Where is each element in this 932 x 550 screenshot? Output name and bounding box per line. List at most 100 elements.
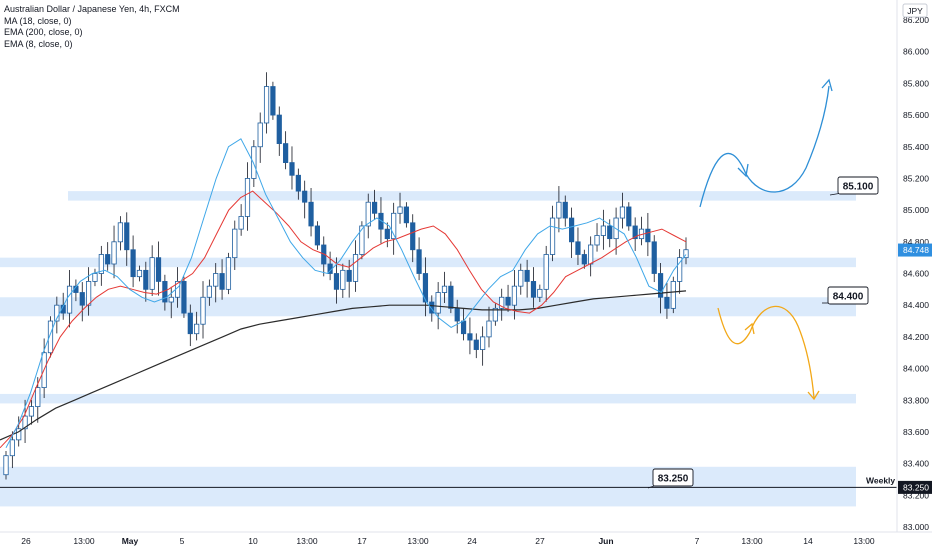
price-tick-label: 85.400 (903, 142, 929, 152)
candle-body (454, 307, 460, 322)
time-axis[interactable]: 26 13:00 May 5 10 13:00 17 13:00 24 27 Jun 7 13:00 14… (21, 536, 875, 546)
candle-body (35, 387, 41, 407)
candle-body (429, 301, 435, 314)
weekly-price-label: 83.250 (898, 480, 932, 494)
candle-body (289, 162, 295, 176)
candle-body (213, 273, 219, 287)
candle-body (3, 455, 9, 476)
callout-box (837, 176, 879, 195)
candle-body (562, 201, 568, 219)
callout-box (827, 286, 869, 305)
candle-body (492, 307, 498, 322)
candle-body (569, 217, 575, 243)
candle-body (480, 336, 486, 350)
candle-body (645, 228, 651, 243)
candle-body (47, 320, 54, 354)
candle-body (276, 114, 282, 144)
candle-body (181, 281, 187, 314)
candle-body (149, 257, 155, 290)
chart-legend: Australian Dollar / Japanese Yen, 4h, FX… (4, 4, 180, 50)
candle-body (105, 254, 111, 265)
zone-3 (0, 393, 856, 404)
candle-body (371, 201, 378, 214)
currency-badge-box (902, 3, 928, 18)
candle-body (232, 228, 238, 259)
zone-0 (68, 191, 856, 201)
candle-body (251, 146, 257, 179)
candle-body (238, 216, 244, 230)
callout-label: 83.250 (658, 474, 689, 485)
candle-body (28, 406, 35, 417)
candle-body (657, 273, 664, 298)
time-tick-label: 7 (695, 536, 700, 546)
bullish-arrow-head-1 (737, 163, 749, 178)
price-tick-label: 86.200 (903, 15, 929, 25)
candle-body (136, 269, 143, 278)
candle-body (340, 269, 346, 290)
support-resistance-zones (0, 191, 856, 507)
price-tick-label: 83.600 (903, 427, 929, 437)
candle-body (403, 206, 409, 224)
candle-body (435, 292, 441, 314)
time-tick-label: Jun (598, 536, 613, 546)
candle-body (117, 222, 123, 243)
candle-body (66, 285, 73, 314)
price-tick-label: 85.800 (903, 78, 929, 88)
weekly-price-box (898, 480, 932, 494)
price-axis[interactable]: 83.000 83.200 83.400 83.600 83.800 84.000 84.2… (903, 15, 929, 532)
candle-body (600, 225, 606, 236)
candle-body (200, 296, 206, 325)
candle-body (607, 225, 613, 240)
candle-body (187, 312, 193, 335)
candle-body (86, 281, 92, 306)
candle-body (111, 241, 117, 265)
bearish-projection-arrow (717, 305, 815, 399)
candlesticks (3, 72, 689, 480)
time-tick-label: 13:00 (407, 536, 429, 546)
weekly-label: Weekly (866, 475, 895, 485)
ema8-line (5, 138, 687, 449)
candle-body (155, 257, 162, 282)
price-tick-label: 83.400 (903, 459, 929, 469)
price-tick-label: 85.200 (903, 173, 929, 183)
candle-body (511, 285, 518, 306)
candle-body (359, 225, 365, 255)
legend-ma18: MA (18, close, 0) (4, 15, 72, 26)
candle-body (632, 225, 638, 240)
candle-body (416, 249, 422, 274)
candle-body (333, 273, 340, 290)
price-tick-label: 86.000 (903, 47, 929, 57)
price-tick-label: 85.000 (903, 205, 929, 215)
candle-body (79, 292, 85, 306)
time-tick-label: 13:00 (296, 536, 318, 546)
price-tick-label: 83.800 (903, 395, 929, 405)
candle-body (130, 249, 136, 278)
candle-body (441, 285, 448, 293)
candle-body (283, 143, 289, 163)
time-tick-label: May (122, 536, 139, 546)
last-price-label: 84.748 (898, 243, 932, 257)
price-tick-label: 83.200 (903, 490, 929, 500)
candle-body (257, 122, 263, 148)
candle-body (98, 254, 104, 274)
price-tick-label: 84.400 (903, 300, 929, 310)
candle-body (664, 296, 670, 309)
candle-body (677, 257, 683, 282)
zone-1 (0, 257, 856, 268)
callout-box (652, 468, 694, 487)
price-callouts: 85.100 84.400 83.250 (647, 176, 879, 489)
price-tick-label: 84.200 (903, 332, 929, 342)
candle-body (543, 254, 549, 290)
candle-body (397, 206, 403, 214)
ema200-line (0, 290, 687, 441)
candle-body (384, 228, 390, 240)
candle-body (295, 174, 301, 192)
currency-badge: JPY (907, 6, 923, 16)
price-tick-label: 85.600 (903, 110, 929, 120)
candle-body (626, 206, 632, 227)
zone-4 (0, 466, 856, 507)
weekly-price-value: 83.250 (903, 482, 929, 492)
callout-label: 84.400 (833, 292, 864, 303)
